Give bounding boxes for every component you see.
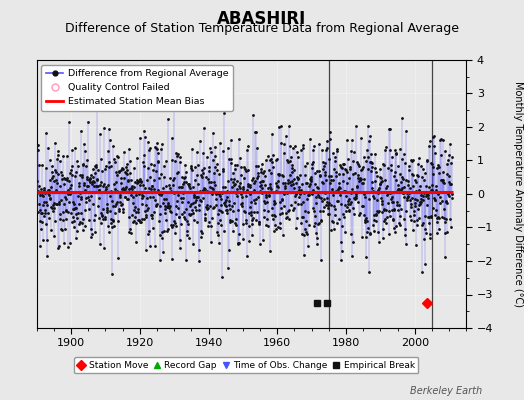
Y-axis label: Monthly Temperature Anomaly Difference (°C): Monthly Temperature Anomaly Difference (… [512, 81, 523, 307]
Legend: Station Move, Record Gap, Time of Obs. Change, Empirical Break: Station Move, Record Gap, Time of Obs. C… [74, 357, 419, 374]
Text: Difference of Station Temperature Data from Regional Average: Difference of Station Temperature Data f… [65, 22, 459, 35]
Text: Berkeley Earth: Berkeley Earth [410, 386, 482, 396]
Text: ABASHIRI: ABASHIRI [217, 10, 307, 28]
Legend: Difference from Regional Average, Quality Control Failed, Estimated Station Mean: Difference from Regional Average, Qualit… [41, 65, 233, 111]
